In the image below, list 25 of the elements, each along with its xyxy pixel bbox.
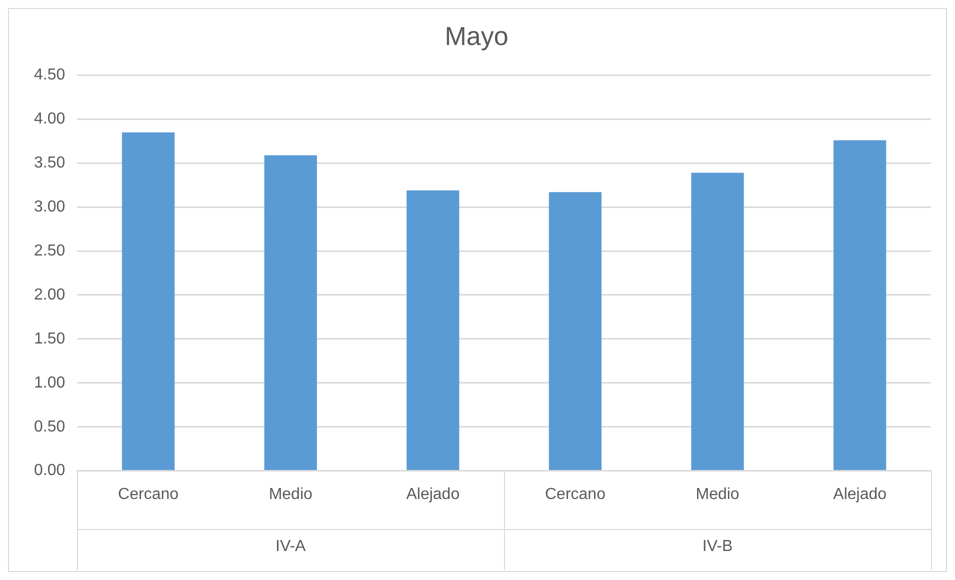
y-tick-label: 1.50 — [34, 330, 66, 348]
x-tick-label: Medio — [696, 486, 740, 503]
x-tick-label: Alejado — [406, 486, 460, 503]
y-tick-label: 3.00 — [34, 198, 66, 216]
y-tick-label: 4.00 — [34, 110, 66, 128]
bar — [834, 140, 886, 470]
y-tick-label: 0.00 — [34, 462, 66, 480]
bar — [264, 155, 317, 470]
bar — [691, 172, 744, 470]
y-tick-label: 2.00 — [34, 286, 66, 304]
bar — [548, 192, 602, 470]
text: IV-A — [275, 538, 306, 556]
y-tick-label: 1.00 — [34, 374, 66, 392]
x-tick-label: Alejado — [833, 486, 887, 503]
chart-title: Mayo — [444, 20, 508, 51]
text: IV-B — [702, 538, 733, 556]
bar — [406, 190, 460, 470]
bar — [122, 132, 175, 470]
y-tick-label: 0.50 — [34, 418, 66, 436]
y-tick-label: 3.50 — [34, 154, 66, 172]
x-tick-label: Cercano — [544, 486, 606, 503]
x-tick-label: Cercano — [118, 486, 179, 503]
y-tick-label: 4.50 — [34, 66, 66, 84]
y-tick-label: 2.50 — [34, 242, 66, 260]
x-tick-label: Medio — [268, 486, 312, 503]
